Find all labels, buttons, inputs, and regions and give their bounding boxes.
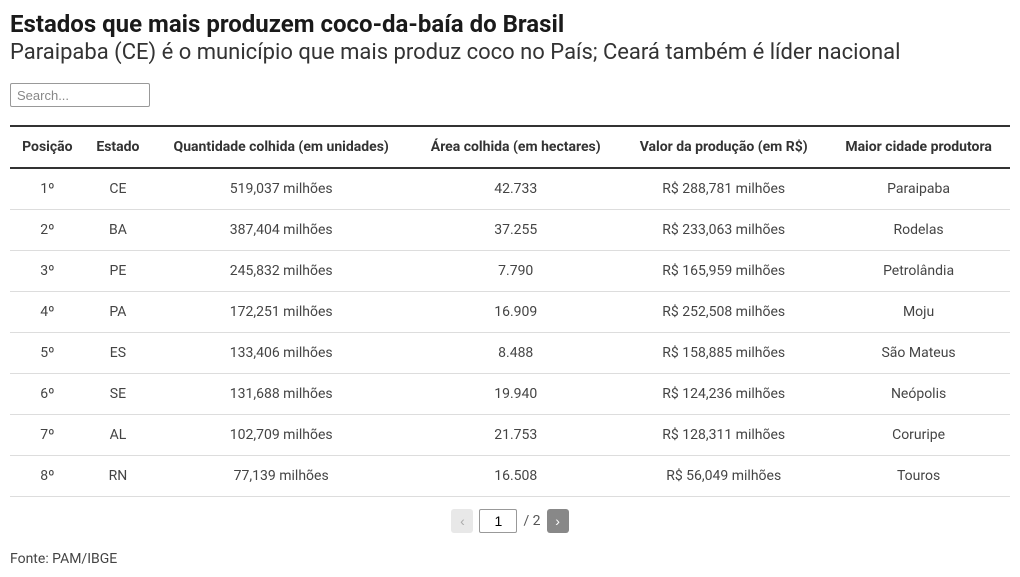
cell-area: 7.790	[411, 251, 620, 292]
cell-valor: R$ 128,311 milhões	[620, 415, 827, 456]
cell-estado: AL	[85, 415, 151, 456]
cell-cidade: Moju	[827, 292, 1010, 333]
col-estado[interactable]: Estado	[85, 126, 151, 168]
cell-area: 21.753	[411, 415, 620, 456]
cell-quantidade: 519,037 milhões	[151, 168, 411, 210]
cell-quantidade: 77,139 milhões	[151, 456, 411, 497]
source-label: Fonte: PAM/IBGE	[10, 551, 1010, 567]
col-posicao[interactable]: Posição	[10, 126, 85, 168]
cell-area: 19.940	[411, 374, 620, 415]
cell-estado: BA	[85, 210, 151, 251]
cell-pos: 1º	[10, 168, 85, 210]
prev-page-button[interactable]: ‹	[451, 509, 473, 533]
search-input[interactable]	[10, 83, 150, 107]
table-row: 8ºRN77,139 milhões16.508R$ 56,049 milhõe…	[10, 456, 1010, 497]
cell-quantidade: 245,832 milhões	[151, 251, 411, 292]
table-row: 6ºSE131,688 milhões19.940R$ 124,236 milh…	[10, 374, 1010, 415]
cell-cidade: Rodelas	[827, 210, 1010, 251]
cell-valor: R$ 124,236 milhões	[620, 374, 827, 415]
cell-pos: 6º	[10, 374, 85, 415]
cell-valor: R$ 288,781 milhões	[620, 168, 827, 210]
page-number-input[interactable]	[479, 509, 517, 533]
cell-quantidade: 172,251 milhões	[151, 292, 411, 333]
page-title: Estados que mais produzem coco-da-baía d…	[10, 10, 1010, 38]
cell-quantidade: 131,688 milhões	[151, 374, 411, 415]
cell-quantidade: 102,709 milhões	[151, 415, 411, 456]
cell-estado: RN	[85, 456, 151, 497]
page-total-label: / 2	[523, 513, 540, 529]
table-row: 7ºAL102,709 milhões21.753R$ 128,311 milh…	[10, 415, 1010, 456]
cell-quantidade: 387,404 milhões	[151, 210, 411, 251]
table-row: 5ºES133,406 milhões8.488R$ 158,885 milhõ…	[10, 333, 1010, 374]
next-page-button[interactable]: ›	[547, 509, 569, 533]
cell-pos: 3º	[10, 251, 85, 292]
table-row: 4ºPA172,251 milhões16.909R$ 252,508 milh…	[10, 292, 1010, 333]
col-quantidade[interactable]: Quantidade colhida (em unidades)	[151, 126, 411, 168]
cell-cidade: Coruripe	[827, 415, 1010, 456]
cell-valor: R$ 56,049 milhões	[620, 456, 827, 497]
cell-estado: PA	[85, 292, 151, 333]
cell-area: 42.733	[411, 168, 620, 210]
cell-cidade: Paraipaba	[827, 168, 1010, 210]
cell-pos: 2º	[10, 210, 85, 251]
table-row: 2ºBA387,404 milhões37.255R$ 233,063 milh…	[10, 210, 1010, 251]
cell-cidade: Neópolis	[827, 374, 1010, 415]
cell-estado: PE	[85, 251, 151, 292]
cell-pos: 5º	[10, 333, 85, 374]
page-subtitle: Paraipaba (CE) é o município que mais pr…	[10, 40, 1010, 65]
cell-cidade: São Mateus	[827, 333, 1010, 374]
cell-estado: CE	[85, 168, 151, 210]
cell-valor: R$ 252,508 milhões	[620, 292, 827, 333]
pagination: ‹ / 2 ›	[10, 509, 1010, 533]
table-row: 3ºPE245,832 milhões7.790R$ 165,959 milhõ…	[10, 251, 1010, 292]
cell-cidade: Petrolândia	[827, 251, 1010, 292]
cell-area: 16.508	[411, 456, 620, 497]
cell-quantidade: 133,406 milhões	[151, 333, 411, 374]
cell-pos: 4º	[10, 292, 85, 333]
cell-area: 37.255	[411, 210, 620, 251]
data-table: Posição Estado Quantidade colhida (em un…	[10, 125, 1010, 497]
cell-pos: 8º	[10, 456, 85, 497]
table-header-row: Posição Estado Quantidade colhida (em un…	[10, 126, 1010, 168]
col-cidade[interactable]: Maior cidade produtora	[827, 126, 1010, 168]
cell-estado: SE	[85, 374, 151, 415]
cell-area: 16.909	[411, 292, 620, 333]
cell-pos: 7º	[10, 415, 85, 456]
cell-estado: ES	[85, 333, 151, 374]
cell-valor: R$ 158,885 milhões	[620, 333, 827, 374]
cell-cidade: Touros	[827, 456, 1010, 497]
cell-area: 8.488	[411, 333, 620, 374]
cell-valor: R$ 165,959 milhões	[620, 251, 827, 292]
cell-valor: R$ 233,063 milhões	[620, 210, 827, 251]
col-area[interactable]: Área colhida (em hectares)	[411, 126, 620, 168]
table-row: 1ºCE519,037 milhões42.733R$ 288,781 milh…	[10, 168, 1010, 210]
col-valor[interactable]: Valor da produção (em R$)	[620, 126, 827, 168]
